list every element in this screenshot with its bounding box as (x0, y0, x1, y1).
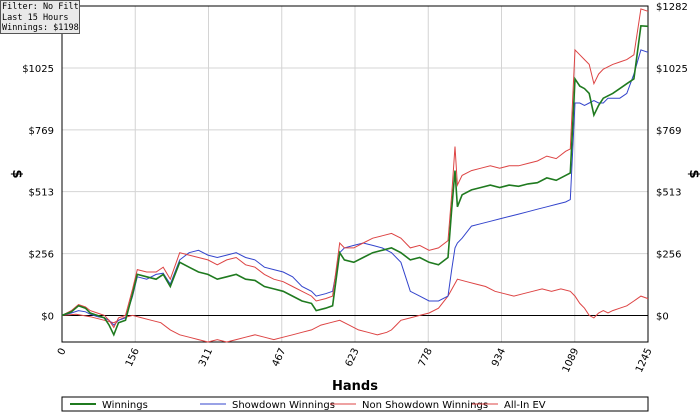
y-tick-label-right: $513 (656, 188, 681, 199)
winnings-total-text: Winnings: $1198.63 (2, 23, 79, 33)
y-tick-label-right: $256 (656, 250, 681, 261)
y-tick-label-left: $769 (29, 126, 54, 137)
y-tick-label-right: $1025 (656, 64, 688, 75)
legend-label: Showdown Winnings (232, 400, 335, 411)
y-tick-label-right: $0 (656, 311, 669, 322)
y-tick-label-left: $0 (41, 311, 54, 322)
series-group (61, 8, 649, 343)
series-line-showdown-winnings (61, 49, 649, 326)
legend: Winnings Showdown Winnings Non Showdown Wi… (61, 396, 649, 412)
y-axis-right: $0 $256 $513 $769 $1025 $1282 (656, 2, 688, 322)
y-tick-label-left: $513 (29, 188, 54, 199)
series-line-winnings (61, 24, 649, 337)
y-axis-title-left: $ (9, 169, 24, 178)
y-tick-label-right: $1282 (656, 2, 688, 13)
y-axis-title-right: $ (686, 169, 700, 178)
y-tick-label-left: $256 (29, 250, 54, 261)
series-line-non-showdown-winnings (61, 278, 649, 343)
y-tick-label-left: $1025 (22, 64, 54, 75)
period-text: Last 15 Hours (2, 12, 69, 23)
series-line-all-in-ev (61, 8, 649, 329)
x-axis-title: Hands (332, 379, 378, 394)
legend-label: All-In EV (504, 400, 546, 411)
plot-frame (61, 5, 649, 343)
legend-label: Non Showdown Winnings (362, 400, 488, 411)
x-tick-label: 0 (56, 347, 69, 357)
y-tick-label-right: $769 (656, 126, 681, 137)
filter-info-box: Filter: No Filter Last 15 Hours Winnings… (0, 0, 80, 34)
filter-text: Filter: No Filter (2, 2, 79, 12)
legend-label: Winnings (102, 400, 148, 411)
